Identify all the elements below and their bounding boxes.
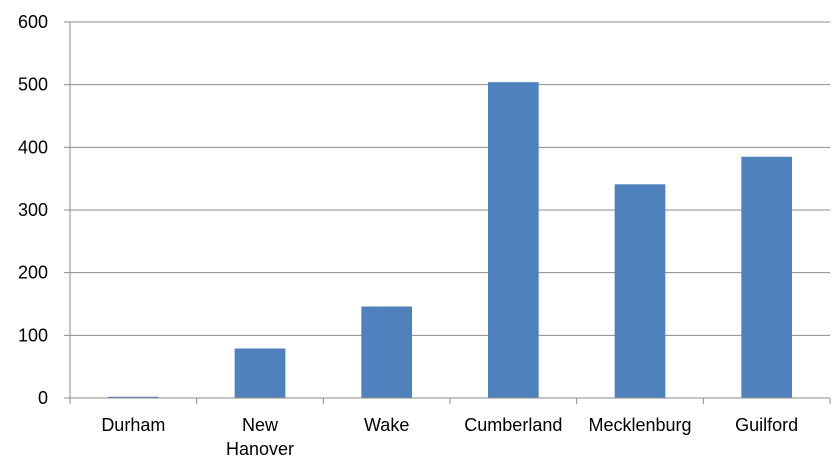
bar-new-hanover: [234, 348, 286, 398]
labels: 0 100 200 300 400 500 600 Durham New Hanover Wake C…: [18, 12, 798, 459]
x-category-label-line: Durham: [101, 415, 165, 435]
x-category-label-line: Cumberland: [464, 415, 562, 435]
y-tick-label: 500: [18, 75, 48, 95]
bar-durham: [108, 396, 159, 398]
x-category-label: New Hanover: [226, 415, 294, 459]
y-tick-label: 100: [18, 325, 48, 345]
x-category-label-line: Wake: [364, 415, 409, 435]
y-tick-label: 200: [18, 263, 48, 283]
bar-guilford: [741, 156, 792, 398]
x-category-label: Mecklenburg: [588, 415, 691, 435]
x-category-label-line: Mecklenburg: [588, 415, 691, 435]
y-tick-label: 400: [18, 137, 48, 157]
bar-mecklenburg: [614, 184, 666, 398]
axes: [64, 21, 831, 404]
x-category-label: Cumberland: [464, 415, 562, 435]
bars: [108, 82, 792, 398]
x-category-label-line: Guilford: [735, 415, 798, 435]
x-category-label: Durham: [101, 415, 165, 435]
y-tick-label: 0: [38, 388, 48, 408]
gridlines: [70, 21, 830, 336]
bar-cumberland: [488, 82, 539, 398]
y-tick-label: 300: [18, 200, 48, 220]
x-category-label-line: New: [242, 415, 279, 435]
y-tick-label: 600: [18, 12, 48, 32]
x-category-label-line: Hanover: [226, 439, 294, 459]
x-category-label: Wake: [364, 415, 409, 435]
bar-wake: [361, 306, 412, 398]
x-category-label: Guilford: [735, 415, 798, 435]
